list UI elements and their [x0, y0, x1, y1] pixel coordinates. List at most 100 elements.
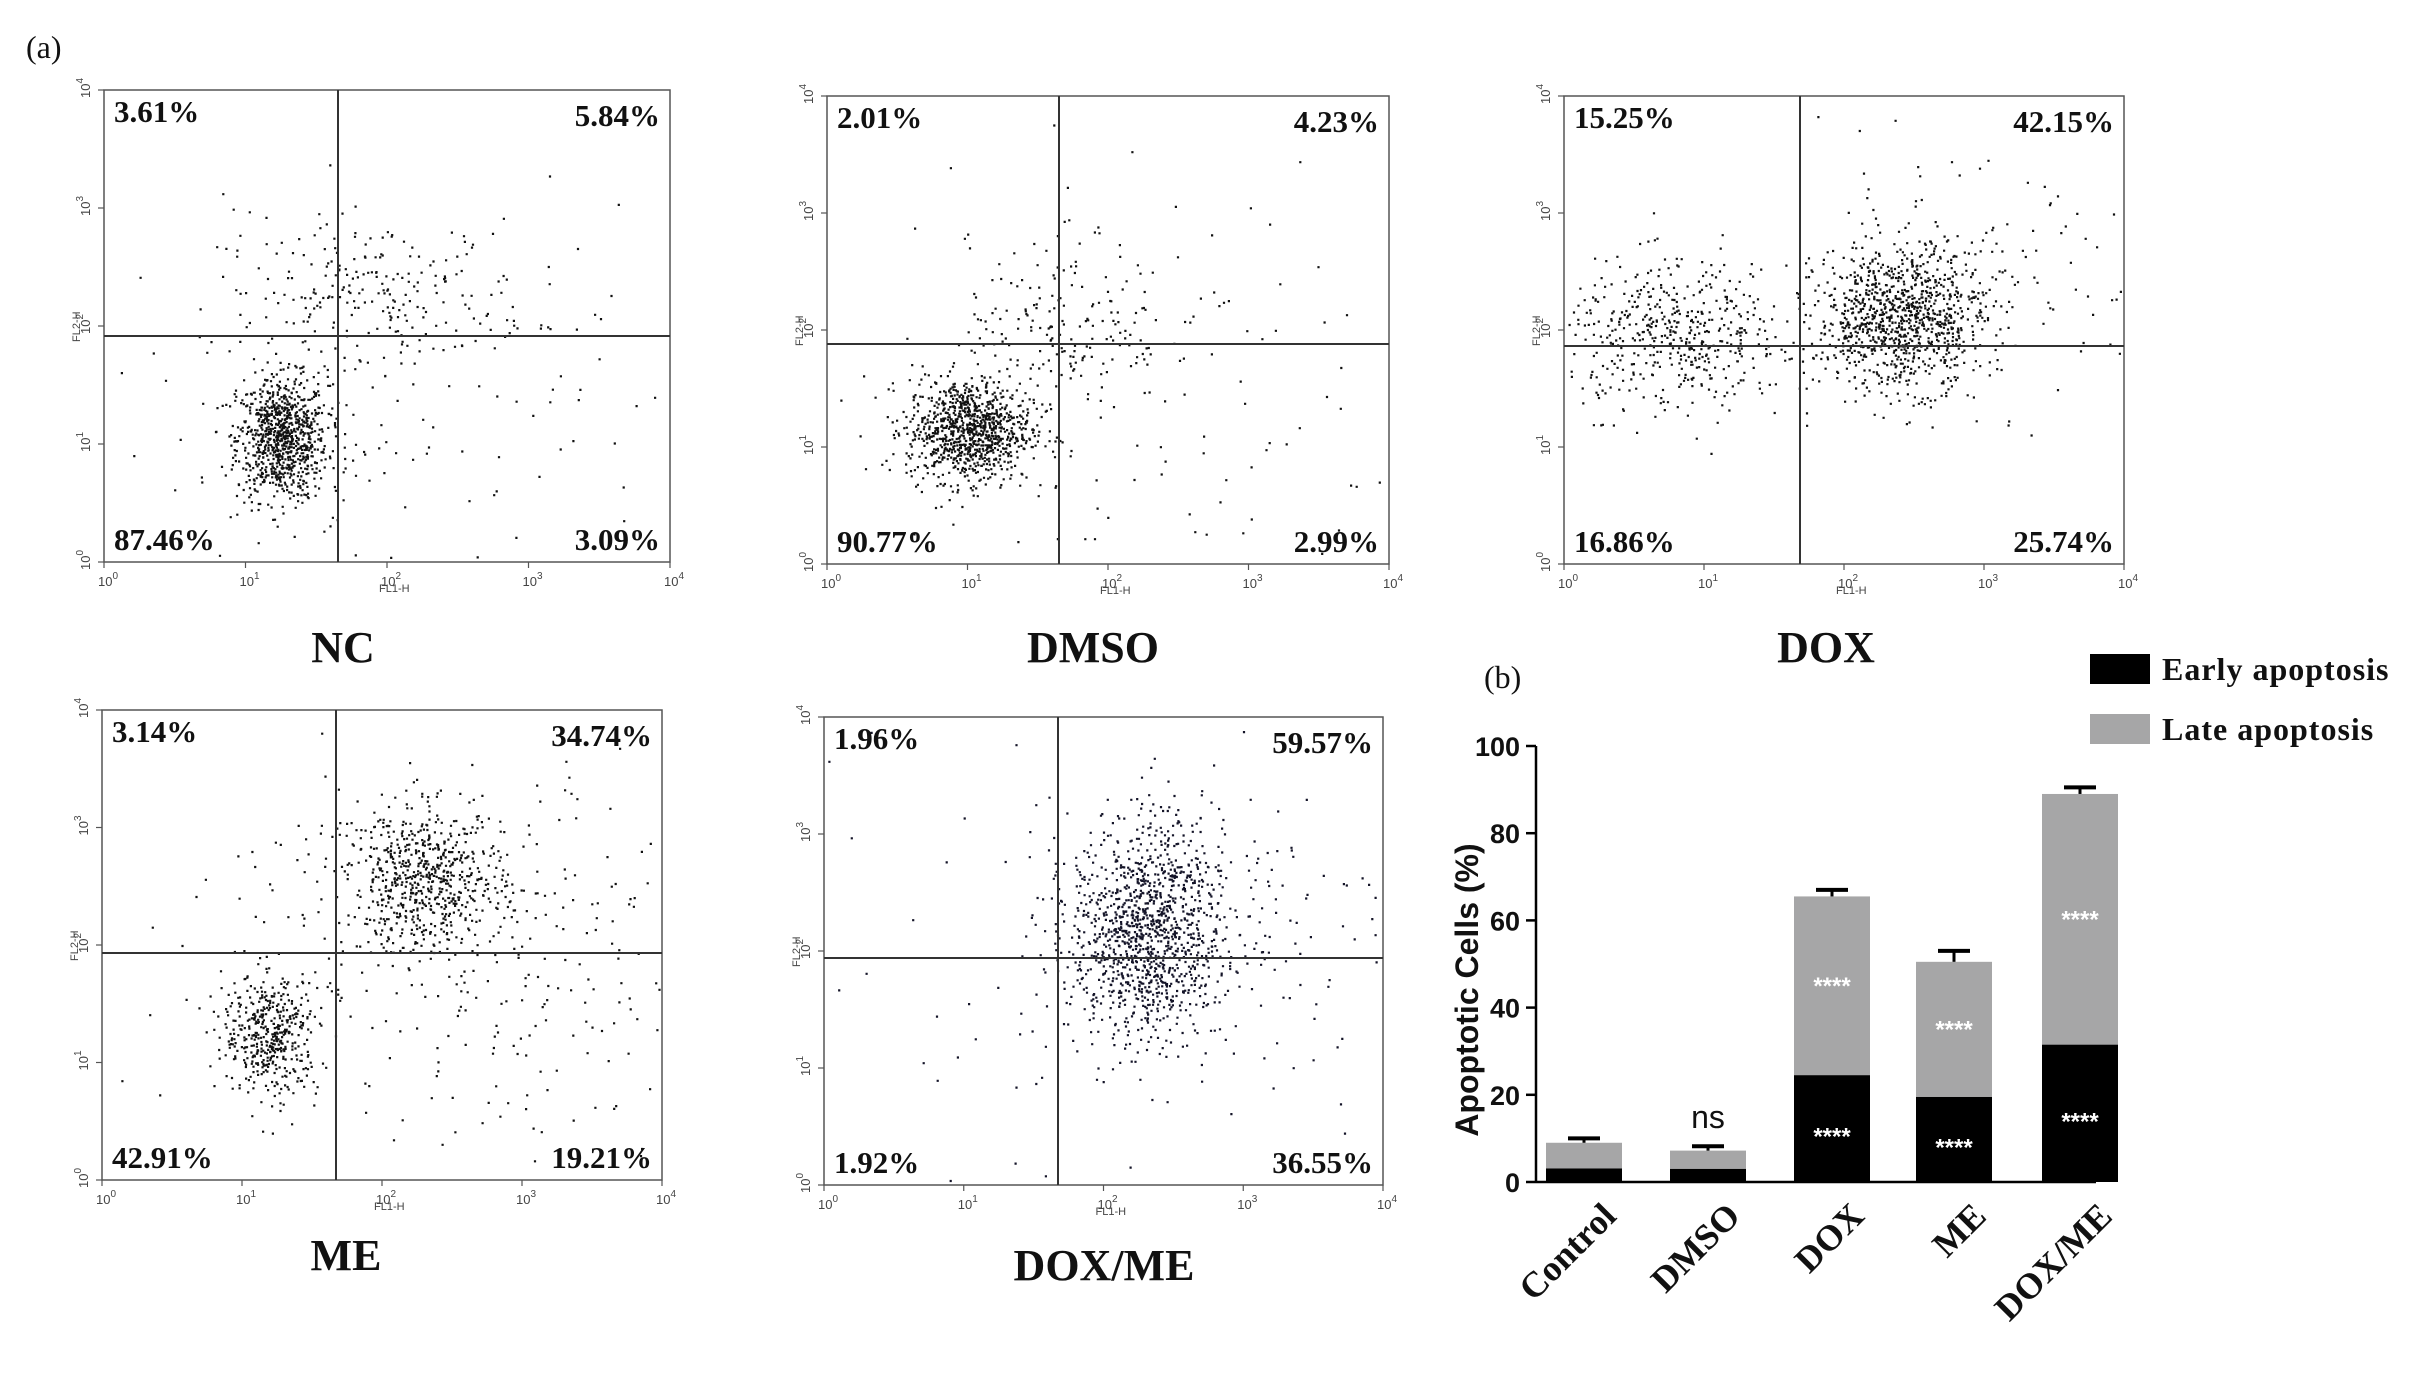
- y-tick-label: 100: [73, 1168, 91, 1188]
- bar-late-apoptosis: [1546, 1142, 1622, 1169]
- bar-dox: **** ****: [1794, 887, 1870, 1182]
- bar-y-tick-label: 100: [1475, 732, 1520, 762]
- quadrant-upper-left-pct: 1.96%: [834, 721, 919, 756]
- quadrant-lower-right-pct: 36.55%: [1272, 1145, 1373, 1180]
- scatter-points: [840, 124, 1381, 556]
- x-axis-label: FL1-H: [379, 583, 410, 595]
- quadrant-lower-left-pct: 1.92%: [834, 1145, 919, 1180]
- y-tick-label: 101: [798, 435, 816, 455]
- bar-category-label: ME: [1924, 1195, 1993, 1264]
- panel-a-label: (a): [26, 29, 62, 65]
- x-tick-label: 103: [516, 1189, 536, 1207]
- bar-early-apoptosis: [1916, 1096, 1992, 1182]
- flow-panel-4: 100100101101102102103103104104FL1-HFL2-H…: [69, 698, 676, 1280]
- bar-late-apoptosis: [1794, 896, 1870, 1076]
- quadrant-lower-left-pct: 16.86%: [1574, 524, 1675, 559]
- y-tick-label: 101: [75, 432, 93, 452]
- x-axis-label: FL1-H: [1100, 585, 1131, 597]
- quadrant-upper-left-pct: 2.01%: [837, 100, 922, 135]
- y-tick-label: 104: [798, 84, 816, 104]
- x-tick-label: 104: [1383, 573, 1403, 591]
- quadrant-lower-right-pct: 3.09%: [575, 522, 660, 557]
- legend-swatch: [2090, 654, 2150, 684]
- apoptosis-bar-chart: (b) 0 20 40 60 80 100 Apoptotic Cells (%) Contro…: [1449, 651, 2389, 1328]
- y-tick-label: 100: [1535, 552, 1553, 572]
- event-dots: [840, 124, 1381, 556]
- legend-label: Early apoptosis: [2162, 651, 2389, 687]
- y-axis-label: FL2-H: [71, 311, 83, 342]
- flow-cytometry-panels: 100100101101102102103103104104FL1-HFL2-H…: [69, 78, 2138, 1290]
- bar-late-apoptosis: [2042, 793, 2118, 1045]
- y-tick-label: 103: [1535, 201, 1553, 221]
- quadrant-upper-left-pct: 15.25%: [1574, 100, 1675, 135]
- significance-early: ****: [2061, 1108, 2099, 1135]
- y-axis-label: FL2-H: [794, 315, 806, 346]
- y-tick-label: 101: [73, 1050, 91, 1070]
- x-tick-label: 101: [1698, 573, 1718, 591]
- y-tick-label: 104: [1535, 84, 1553, 104]
- y-tick-label: 103: [798, 201, 816, 221]
- panel-caption: DMSO: [1027, 623, 1159, 672]
- x-tick-label: 104: [2118, 573, 2138, 591]
- y-tick-label: 104: [795, 705, 813, 725]
- bar-y-tick-label: 80: [1490, 819, 1520, 849]
- x-tick-label: 103: [1243, 573, 1263, 591]
- x-tick-label: 103: [1237, 1194, 1257, 1212]
- x-tick-label: 101: [236, 1189, 256, 1207]
- bar-category-label: DOX: [1787, 1195, 1872, 1280]
- event-dots: [121, 732, 661, 1163]
- y-tick-label: 103: [75, 196, 93, 216]
- quadrant-lower-right-pct: 25.74%: [2013, 524, 2114, 559]
- bar-late-apoptosis: [1916, 961, 1992, 1097]
- significance-late: ****: [1935, 1016, 1973, 1043]
- scatter-points: [121, 732, 661, 1163]
- significance-early: ****: [1813, 1124, 1851, 1151]
- y-tick-label: 103: [795, 822, 813, 842]
- significance-early: ****: [1935, 1134, 1973, 1161]
- x-tick-label: 104: [1377, 1194, 1397, 1212]
- y-tick-label: 100: [798, 552, 816, 572]
- bar-y-tick-label: 60: [1490, 906, 1520, 936]
- bar-late-apoptosis: [1670, 1150, 1746, 1169]
- plot-frame: [103, 89, 671, 563]
- y-tick-label: 101: [1535, 435, 1553, 455]
- y-tick-label: 100: [75, 550, 93, 570]
- event-dots: [828, 731, 1378, 1183]
- legend-item: Early apoptosis: [2090, 651, 2389, 687]
- scatter-points: [1568, 116, 2122, 455]
- panel-caption: ME: [311, 1231, 382, 1280]
- bar-me: **** ****: [1916, 948, 1992, 1182]
- bar-category-label: DMSO: [1643, 1195, 1748, 1300]
- x-tick-label: 101: [958, 1194, 978, 1212]
- panel-caption: DOX/ME: [1014, 1241, 1195, 1290]
- x-tick-label: 101: [240, 571, 260, 589]
- bar-early-apoptosis: [1670, 1168, 1746, 1182]
- bar-category-label: DOX/ME: [1987, 1195, 2120, 1328]
- event-dots: [120, 164, 657, 560]
- bar-category-label: Control: [1511, 1195, 1624, 1308]
- scatter-points: [120, 164, 657, 560]
- y-tick-label: 100: [795, 1173, 813, 1193]
- quadrant-lower-right-pct: 2.99%: [1294, 524, 1379, 559]
- significance-late: ****: [1813, 973, 1851, 1000]
- x-axis-label: FL1-H: [374, 1201, 405, 1213]
- flow-panel-2: 100100101101102102103103104104FL1-HFL2-H…: [794, 84, 1403, 672]
- legend-label: Late apoptosis: [2162, 711, 2374, 747]
- panel-b-label: (b): [1484, 659, 1521, 695]
- quadrant-upper-right-pct: 42.15%: [2013, 104, 2114, 139]
- bar-early-apoptosis: [1794, 1075, 1870, 1182]
- x-tick-label: 100: [821, 573, 841, 591]
- bar-dmso: ns: [1670, 1099, 1746, 1182]
- x-tick-label: 100: [96, 1189, 116, 1207]
- significance-late: ****: [2061, 906, 2099, 933]
- flow-panel-3: 100100101101102102103103104104FL1-HFL2-H…: [1531, 84, 2138, 672]
- flow-panel-5: 100100101101102102103103104104FL1-HFL2-H…: [791, 705, 1397, 1290]
- y-axis-label: FL2-H: [791, 936, 803, 967]
- panel-caption: DOX: [1777, 623, 1875, 672]
- y-axis-label: FL2-H: [1531, 315, 1543, 346]
- x-axis-label: FL1-H: [1836, 585, 1867, 597]
- y-axis-label: FL2-H: [69, 930, 81, 961]
- quadrant-lower-right-pct: 19.21%: [551, 1140, 652, 1175]
- y-tick-label: 104: [75, 78, 93, 98]
